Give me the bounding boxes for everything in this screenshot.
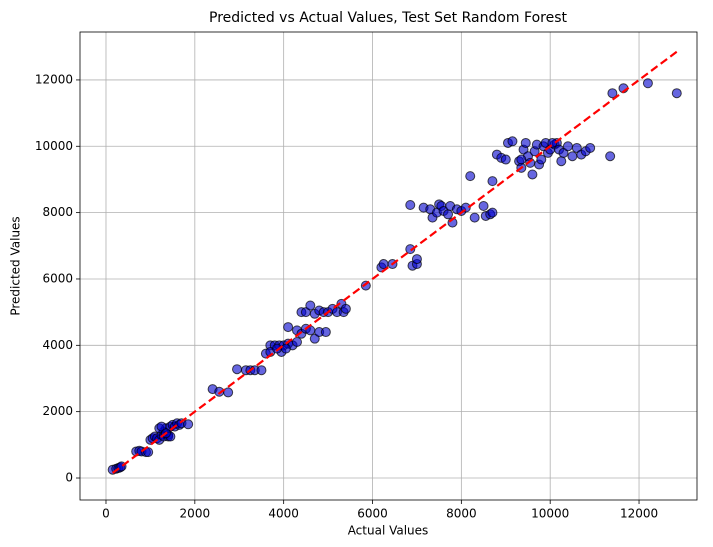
point: [642, 78, 653, 89]
y-axis-label: Predicted Values: [9, 216, 23, 315]
point: [305, 300, 316, 311]
point: [607, 88, 618, 99]
reference-line: [111, 50, 678, 474]
point: [605, 151, 616, 162]
x-tick-label: 2000: [180, 507, 211, 521]
point: [291, 336, 302, 347]
y-tick-label: 12000: [35, 72, 73, 86]
y-tick-label: 4000: [42, 338, 73, 352]
point: [487, 207, 498, 218]
point: [585, 142, 596, 153]
y-tick-label: 8000: [42, 205, 73, 219]
point: [411, 254, 422, 265]
x-tick-label: 0: [102, 507, 110, 521]
point: [487, 176, 498, 187]
point: [340, 303, 351, 314]
point: [536, 154, 547, 165]
point: [671, 88, 682, 99]
point: [283, 322, 294, 333]
point: [405, 244, 416, 255]
chart-title: Predicted vs Actual Values, Test Set Ran…: [209, 10, 567, 26]
plot-frame: [79, 31, 698, 501]
point: [320, 327, 331, 338]
point: [469, 212, 480, 223]
point: [465, 171, 476, 182]
y-tick-label: 6000: [42, 271, 73, 285]
point: [562, 141, 573, 152]
point: [443, 209, 454, 220]
point: [556, 156, 567, 167]
point: [223, 387, 234, 398]
point: [183, 419, 194, 430]
x-tick-label: 12000: [620, 507, 658, 521]
point: [280, 343, 291, 354]
x-tick-label: 10000: [531, 507, 569, 521]
point: [256, 365, 267, 376]
x-tick-label: 8000: [446, 507, 477, 521]
y-tick-label: 10000: [35, 139, 73, 153]
point: [520, 137, 531, 148]
x-tick-label: 6000: [357, 507, 388, 521]
point: [567, 151, 578, 162]
y-tick-label: 0: [65, 471, 73, 485]
point: [500, 154, 511, 165]
point: [507, 136, 518, 147]
point: [527, 169, 538, 180]
point: [405, 199, 416, 210]
point: [478, 200, 489, 211]
y-tick-label: 2000: [42, 404, 73, 418]
x-axis-label: Actual Values: [348, 524, 429, 538]
x-tick-label: 4000: [268, 507, 299, 521]
point: [516, 154, 527, 165]
point: [232, 364, 243, 375]
